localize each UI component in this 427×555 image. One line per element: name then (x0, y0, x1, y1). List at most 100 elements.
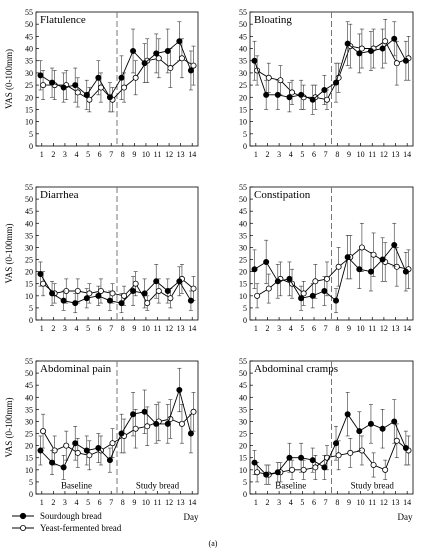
x-tick-label: 2 (51, 324, 55, 333)
point-sourdough (141, 408, 148, 415)
y-tick-label: 35 (239, 405, 247, 414)
point-yeast (109, 290, 116, 297)
x-tick-label: 4 (289, 324, 293, 333)
x-tick-label: 11 (368, 150, 376, 159)
point-yeast (74, 287, 81, 294)
x-tick-label: 2 (265, 150, 269, 159)
point-yeast (335, 263, 342, 270)
point-sourdough (118, 430, 125, 437)
y-tick-label: 55 (239, 8, 247, 17)
y-tick-label: 10 (25, 292, 33, 301)
series-line (254, 413, 407, 476)
x-tick-label: 2 (51, 150, 55, 159)
y-tick-label: 25 (239, 256, 247, 265)
point-sourdough (344, 40, 351, 47)
panel-title: Constipation (254, 189, 311, 201)
point-sourdough (356, 50, 363, 57)
x-tick-label: 3 (277, 498, 281, 507)
point-yeast (40, 428, 47, 435)
point-sourdough (176, 278, 183, 285)
x-tick-label: 8 (121, 150, 125, 159)
point-sourdough (263, 471, 270, 478)
x-tick-label: 14 (188, 150, 196, 159)
x-tick-label: 13 (392, 498, 400, 507)
point-sourdough (263, 91, 270, 98)
point-sourdough (344, 411, 351, 418)
x-tick-label: 5 (86, 498, 90, 507)
x-tick-label: 2 (51, 498, 55, 507)
point-sourdough (106, 94, 113, 101)
x-tick-label: 7 (324, 150, 328, 159)
point-yeast (289, 466, 296, 473)
x-tick-label: 11 (368, 498, 376, 507)
x-tick-label: 9 (347, 150, 351, 159)
y-tick-label: 5 (243, 478, 247, 487)
x-tick-label: 3 (277, 324, 281, 333)
y-tick-label: 50 (25, 369, 33, 378)
x-tick-label: 6 (98, 150, 102, 159)
y-tick-label: 30 (25, 417, 33, 426)
y-tick-label: 0 (29, 490, 33, 499)
point-sourdough (298, 295, 305, 302)
point-yeast (178, 420, 185, 427)
x-tick-label: 7 (109, 150, 113, 159)
y-tick-label: 55 (239, 357, 247, 366)
x-tick-label: 1 (40, 498, 44, 507)
y-tick-label: 30 (25, 243, 33, 252)
series-line (254, 244, 407, 302)
x-tick-label: 11 (368, 324, 376, 333)
point-sourdough (95, 445, 102, 452)
x-tick-label: 8 (335, 498, 339, 507)
x-tick-label: 12 (165, 324, 173, 333)
x-tick-label: 7 (109, 498, 113, 507)
series-sourdough (37, 21, 194, 113)
point-sourdough (263, 258, 270, 265)
y-tick-label: 20 (25, 93, 33, 102)
point-sourdough (176, 387, 183, 394)
y-tick-label: 55 (25, 8, 33, 17)
legend-marker-sourdough (19, 512, 27, 520)
y-tick-label: 45 (25, 207, 33, 216)
x-tick-label: 13 (177, 150, 185, 159)
point-sourdough (402, 268, 409, 275)
point-yeast (393, 437, 400, 444)
y-tick-label: 5 (29, 304, 33, 313)
y-axis-label: VAS (0-100mm) (4, 49, 14, 109)
point-sourdough (187, 297, 194, 304)
figure-caption: (a) (209, 539, 218, 548)
y-tick-label: 10 (25, 466, 33, 475)
point-sourdough (286, 454, 293, 461)
point-sourdough (309, 96, 316, 103)
panel-title: Abdominal cramps (254, 363, 338, 375)
point-yeast (109, 440, 116, 447)
x-tick-label: 10 (142, 324, 150, 333)
y-tick-label: 40 (25, 219, 33, 228)
y-tick-label: 55 (25, 183, 33, 192)
x-tick-label: 14 (403, 150, 411, 159)
x-tick-label: 7 (324, 324, 328, 333)
x-tick-label: 5 (300, 324, 304, 333)
y-tick-label: 30 (239, 243, 247, 252)
x-tick-label: 6 (312, 498, 316, 507)
point-sourdough (83, 447, 90, 454)
point-sourdough (356, 266, 363, 273)
point-sourdough (274, 469, 281, 476)
x-tick-label: 14 (188, 498, 196, 507)
point-yeast (132, 425, 139, 432)
point-sourdough (187, 67, 194, 74)
point-sourdough (367, 420, 374, 427)
point-yeast (121, 292, 128, 299)
point-sourdough (153, 50, 160, 57)
x-tick-label: 9 (347, 324, 351, 333)
series-line (40, 388, 192, 468)
x-tick-label: 4 (289, 498, 293, 507)
point-sourdough (164, 47, 171, 54)
point-sourdough (83, 91, 90, 98)
point-yeast (132, 74, 139, 81)
x-tick-label: 12 (165, 498, 173, 507)
x-tick-label: 5 (86, 150, 90, 159)
x-tick-label: 4 (75, 324, 79, 333)
point-yeast (370, 251, 377, 258)
point-sourdough (251, 459, 258, 466)
